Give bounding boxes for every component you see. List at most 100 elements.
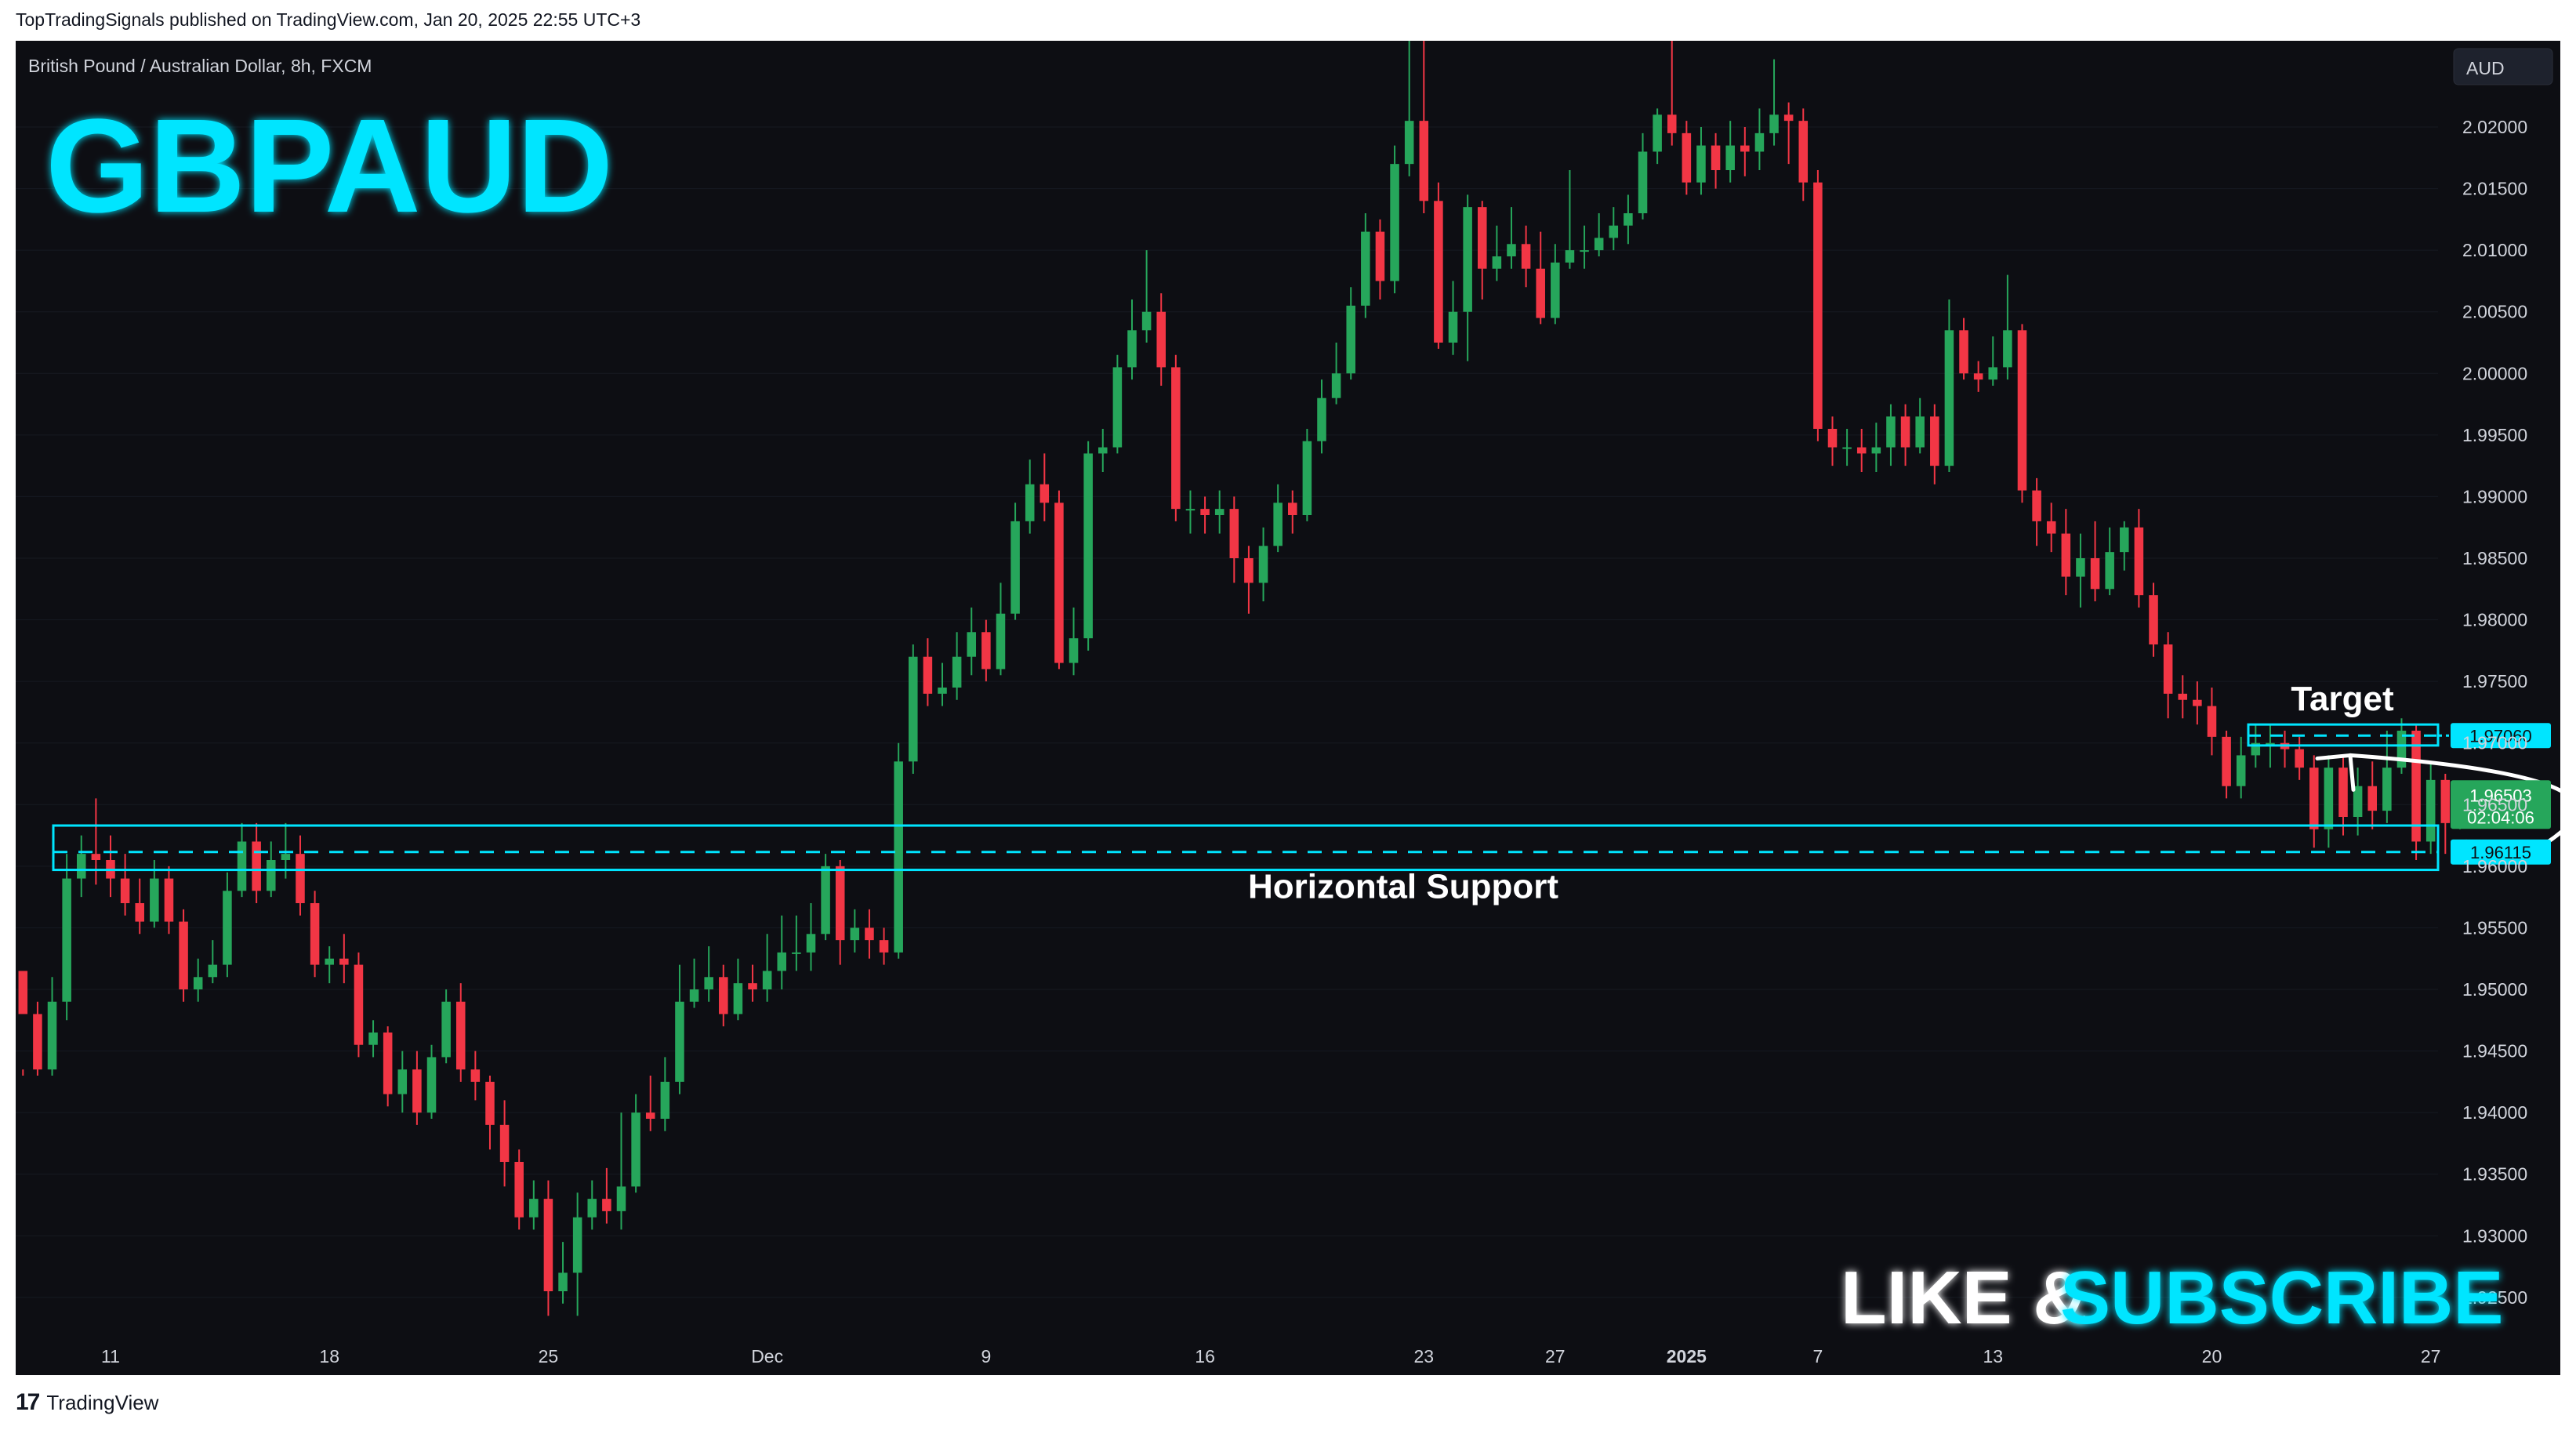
x-tick-label: 13 [1983,1346,2003,1366]
candle-up [1842,447,1852,449]
candle-up [1871,447,1881,454]
candle-down [2032,490,2041,521]
candle-up [1127,330,1137,368]
y-tick-label: 2.00000 [2462,363,2527,383]
target-price-tag-bg [2451,723,2551,749]
candle-up [952,656,962,688]
candle-up [762,971,772,989]
candle-down [91,854,101,860]
candle-up [193,977,203,989]
candle-up [2324,768,2334,829]
y-tick-label: 1.99500 [2462,425,2527,445]
candle-up [1696,145,1706,183]
y-tick-label: 1.93500 [2462,1164,2527,1185]
support-label: Horizontal Support [1248,868,1558,906]
candle-down [645,1112,655,1119]
candle-down [1667,114,1677,133]
candle-up [1317,397,1326,441]
candle-down [923,656,933,694]
candle-up [1448,311,1458,343]
x-tick-label: Dec [751,1346,783,1366]
candle-up [325,958,334,965]
candle-down [2411,731,2421,842]
cta-like: LIKE & [1841,1256,2088,1340]
candle-up [281,854,291,860]
projection-arrowhead [2315,753,2356,792]
candle-up [426,1057,437,1113]
currency-button[interactable]: AUD [2453,48,2553,85]
candle-down [1244,558,1254,583]
candle-down [514,1162,524,1218]
candle-down [2338,768,2348,817]
candle-up [616,1186,626,1211]
candle-down [412,1069,422,1113]
y-tick-label: 1.95000 [2462,979,2527,1000]
candle-up [1944,330,1954,466]
candle-up [2425,779,2436,842]
candle-up [62,878,71,1002]
candle-down [1827,429,1838,448]
candle-up [2236,755,2246,786]
y-tick-label: 1.97000 [2462,733,2527,753]
candle-down [1813,182,1823,429]
current-price-tag-subtext: 02:04:06 [2467,808,2534,827]
support-price-tag-text: 1.96115 [2470,843,2531,862]
candle-down [296,854,305,903]
candle-down [981,632,991,670]
candle-up [2251,742,2261,756]
candle-down [1740,145,1750,152]
candle-down [1783,114,1794,122]
candle-down [1434,201,1443,343]
candle-down [1930,416,1939,466]
y-tick-label: 1.93000 [2462,1225,2527,1246]
candle-up [1725,145,1735,170]
candle-up [1258,546,1268,583]
candle-up [266,860,276,891]
candle-down [1973,373,1983,380]
y-tick-label: 1.97500 [2462,671,2527,691]
candle-up [1886,416,1896,448]
x-tick-label: 9 [981,1346,991,1366]
y-tick-label: 1.96500 [2462,794,2527,815]
x-tick-label: 16 [1195,1346,1215,1366]
candle-down [470,1069,481,1082]
candle-up [2266,742,2275,745]
chart-panel[interactable]: Horizontal Support Target 1.97060 1.96503 02… [16,41,2576,1375]
currency-button-label: AUD [2466,58,2505,78]
candle-down [120,878,130,903]
support-price-tag-bg [2451,839,2551,865]
candle-down [865,927,874,941]
candle-down [2163,644,2173,694]
candle-down [1229,509,1239,558]
candle-down [835,866,845,941]
candle-down [1711,145,1721,170]
candle-down [1798,121,1809,183]
candle-up [2120,527,2129,553]
candle-up [558,1272,568,1291]
candle-up [967,632,977,657]
candle-down [33,1014,42,1070]
candle-up [2396,731,2407,768]
y-tick-label: 2.02000 [2462,117,2527,137]
y-tick-label: 1.94000 [2462,1102,2527,1123]
candle-up [704,977,713,989]
candle-down [1200,509,1210,515]
candle-up [1112,367,1123,448]
candle-down [1054,503,1064,663]
y-tick-label: 2.01000 [2462,240,2527,260]
candle-down [1536,268,1545,318]
candle-down [1171,367,1181,510]
y-tick-label: 1.96000 [2462,856,2527,877]
candle-up [1273,503,1283,546]
candle-up [47,1001,57,1070]
candle-up [2003,330,2012,368]
candle-up [1141,311,1152,331]
candlestick-chart[interactable]: Horizontal Support Target 1.97060 1.96503 02… [16,41,2576,1375]
support-zone[interactable] [52,824,2440,872]
candle-down [602,1199,611,1211]
candle-down [1039,484,1050,503]
candle-down [2295,749,2304,768]
candle-down [354,964,364,1045]
x-tick-label: 11 [101,1346,120,1366]
current-price-tag-bg [2451,780,2551,829]
